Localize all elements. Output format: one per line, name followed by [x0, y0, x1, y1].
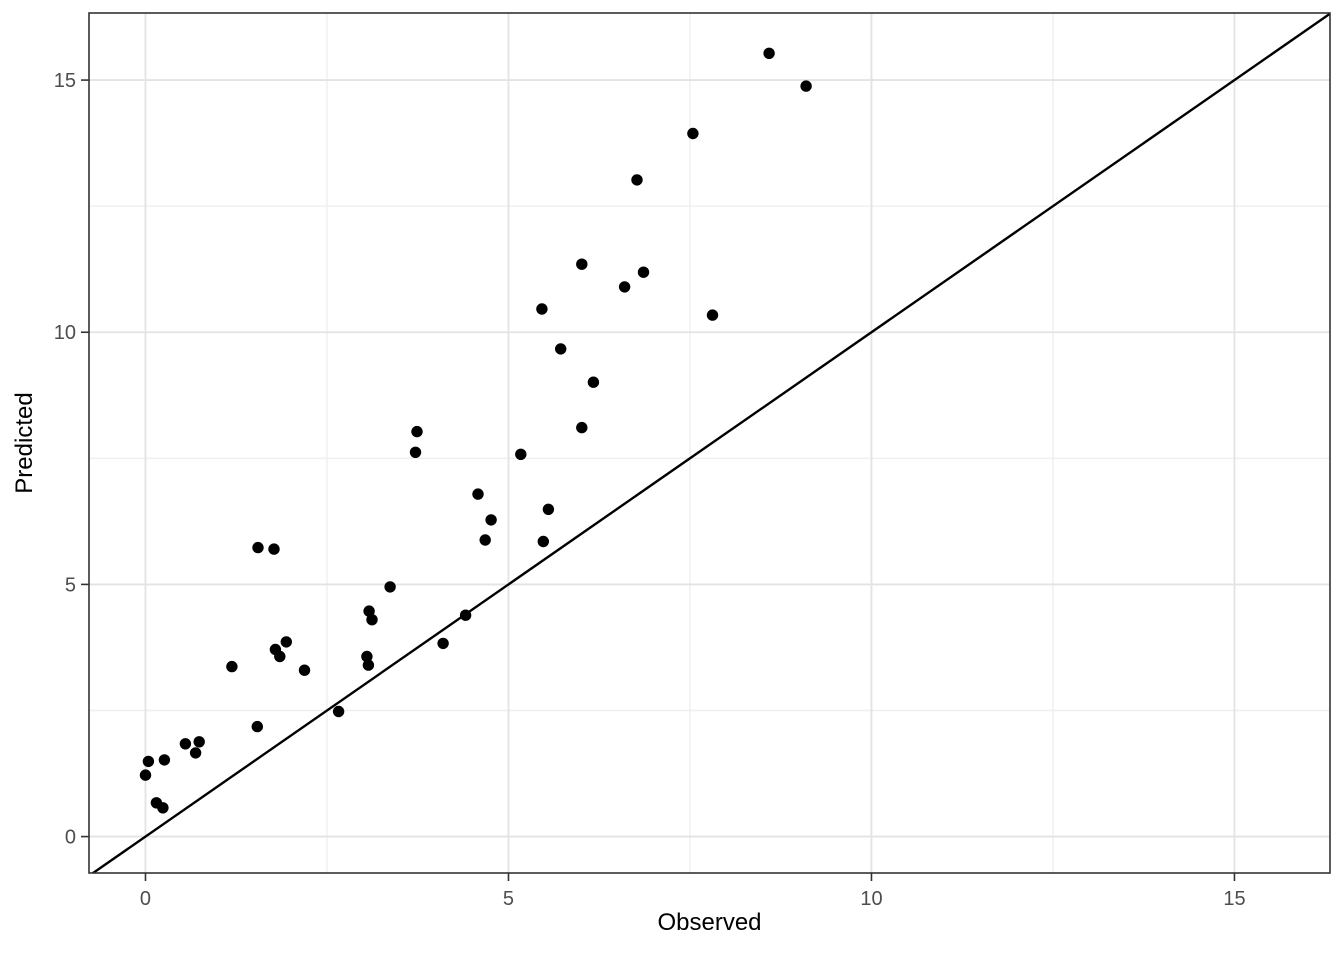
data-points	[139, 47, 812, 814]
data-point	[459, 609, 472, 621]
data-point	[226, 660, 238, 673]
grid-major	[89, 13, 1330, 873]
data-point	[687, 127, 699, 140]
data-point	[637, 266, 650, 278]
data-point	[361, 650, 373, 663]
data-point	[251, 720, 263, 733]
svg-text:5: 5	[503, 888, 514, 910]
data-point	[763, 47, 775, 59]
data-point	[268, 543, 280, 555]
svg-text:10: 10	[860, 888, 882, 910]
data-point	[158, 754, 171, 766]
data-point	[437, 637, 449, 650]
data-point	[587, 376, 600, 388]
data-point	[800, 80, 812, 92]
data-point	[542, 503, 555, 515]
data-point	[298, 664, 311, 676]
data-point	[485, 514, 497, 526]
data-point	[252, 541, 264, 554]
data-point	[363, 605, 375, 617]
data-point	[332, 705, 345, 718]
data-point	[472, 488, 484, 500]
axis-tick-marks	[81, 79, 1236, 881]
x-axis-tick-labels: 0 5 10 15	[140, 888, 1246, 910]
svg-text:15: 15	[54, 70, 76, 92]
data-point	[179, 738, 192, 750]
y-axis-tick-labels: 0 5 10 15	[54, 70, 76, 849]
svg-text:0: 0	[65, 827, 76, 849]
x-axis-title: Observed	[657, 909, 762, 936]
data-point	[362, 659, 375, 671]
panel-border	[88, 12, 1331, 874]
data-point	[274, 650, 286, 663]
svg-text:5: 5	[65, 574, 76, 596]
data-point	[576, 258, 588, 270]
svg-text:10: 10	[54, 322, 76, 344]
data-point	[537, 535, 549, 548]
data-point	[631, 174, 643, 186]
grid-minor	[89, 13, 1330, 873]
data-point	[411, 425, 423, 438]
svg-text:0: 0	[140, 888, 151, 910]
data-point	[515, 448, 527, 460]
data-point	[189, 747, 202, 759]
y-axis-title: Predicted	[11, 392, 38, 494]
data-point	[193, 736, 205, 748]
data-point	[142, 755, 155, 768]
data-point	[555, 343, 567, 355]
data-point	[706, 309, 719, 321]
data-point	[366, 614, 378, 626]
data-point	[139, 769, 152, 781]
data-point	[618, 281, 631, 293]
data-point	[479, 534, 491, 546]
data-point	[384, 581, 396, 593]
data-point	[409, 446, 422, 458]
data-point	[157, 802, 169, 814]
data-point	[536, 303, 548, 315]
identity-line	[90, 13, 1330, 873]
svg-text:15: 15	[1223, 888, 1245, 910]
data-point	[576, 421, 588, 434]
data-point	[280, 636, 292, 648]
